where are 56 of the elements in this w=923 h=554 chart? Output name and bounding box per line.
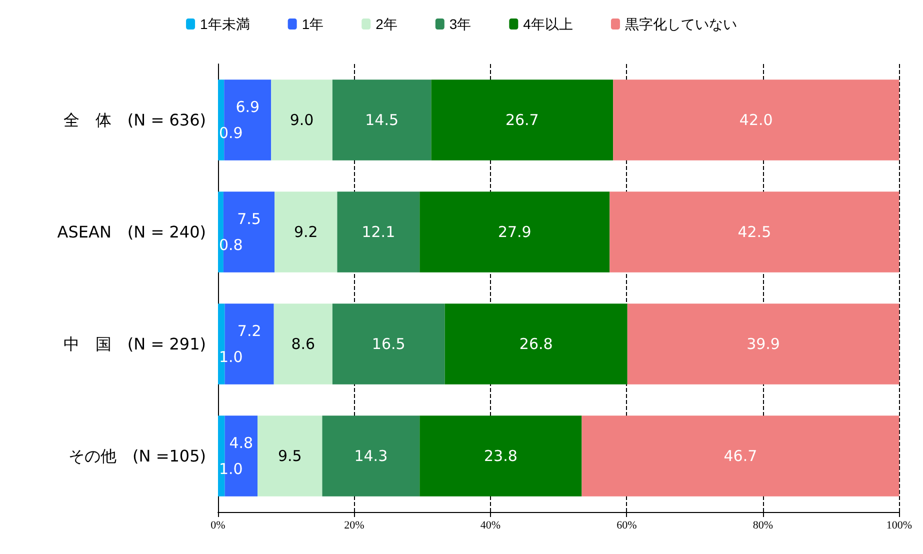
x-tick-label: 40%	[480, 520, 501, 532]
bar	[271, 80, 332, 160]
data-label: 26.8	[519, 335, 553, 353]
legend-label: 3年	[449, 16, 472, 32]
data-label: 8.6	[291, 335, 316, 353]
bar	[582, 416, 900, 496]
data-label: 9.0	[290, 111, 314, 129]
bar	[431, 80, 614, 160]
data-label: 26.7	[505, 111, 539, 129]
data-label: 0.9	[219, 124, 243, 142]
y-tick-label: その他 (N =105)	[68, 446, 206, 466]
bar	[420, 416, 582, 496]
bar	[274, 192, 338, 272]
data-label: 9.5	[278, 447, 302, 465]
bar	[613, 80, 900, 160]
bar	[337, 192, 420, 272]
legend-label: 4年以上	[523, 16, 573, 32]
data-label: 42.0	[739, 111, 773, 129]
data-label: 46.7	[724, 447, 758, 465]
bar	[610, 192, 900, 272]
bar	[274, 304, 332, 384]
data-label: 0.8	[219, 236, 243, 254]
x-tick-label: 20%	[344, 520, 364, 532]
legend-label: 2年	[376, 16, 398, 32]
data-label: 39.9	[746, 335, 780, 353]
legend-label: 黒字化していない	[624, 16, 737, 32]
data-label: 1.0	[219, 348, 243, 366]
bar	[258, 416, 322, 496]
data-label: 1.0	[219, 460, 243, 478]
x-tick-label: 0%	[210, 520, 226, 532]
data-label: 16.5	[372, 335, 406, 353]
data-label: 7.5	[237, 210, 261, 228]
legend-label: 1年未満	[200, 16, 250, 32]
x-tick-label: 60%	[616, 520, 637, 532]
data-label: 23.8	[484, 447, 518, 465]
bar	[322, 416, 420, 496]
y-tick-label: ASEAN (N = 240)	[57, 222, 206, 242]
data-label: 14.5	[365, 111, 399, 129]
bar	[332, 80, 432, 160]
data-label: 4.8	[229, 434, 254, 452]
y-tick-label: 全 体 (N = 636)	[63, 110, 206, 130]
data-label: 14.3	[354, 447, 388, 465]
data-label: 6.9	[236, 98, 260, 116]
legend-label: 1年	[302, 16, 324, 32]
x-tick-label: 100%	[886, 520, 912, 532]
data-label: 27.9	[498, 223, 532, 241]
data-label: 12.1	[362, 223, 396, 241]
y-tick-label: 中 国 (N = 291)	[63, 334, 206, 354]
data-label: 42.5	[738, 223, 772, 241]
data-label: 7.2	[237, 322, 262, 340]
data-label: 9.2	[294, 223, 318, 241]
bar	[332, 304, 445, 384]
bar	[627, 304, 900, 384]
x-tick-label: 80%	[752, 520, 774, 532]
bar	[444, 304, 628, 384]
bar	[420, 192, 610, 272]
